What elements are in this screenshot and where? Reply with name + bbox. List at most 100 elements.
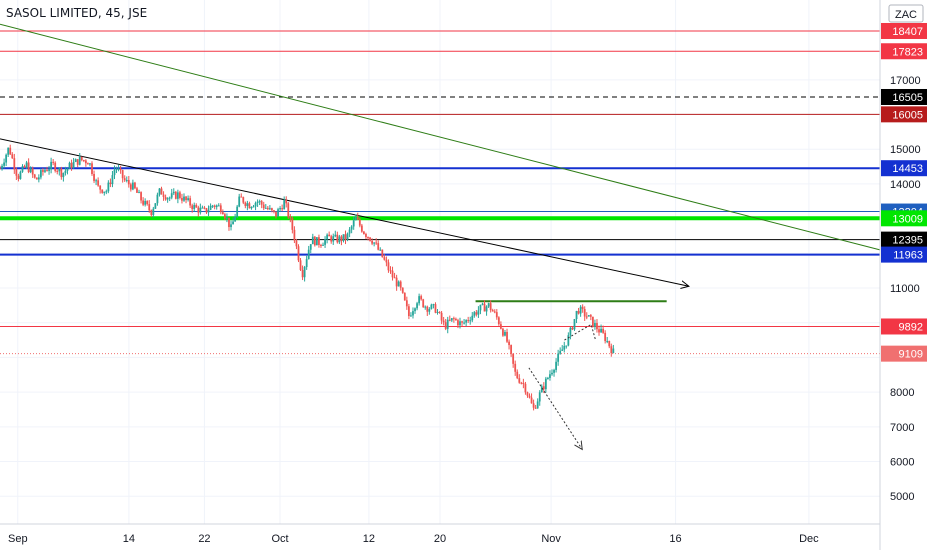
candle-body <box>91 163 93 175</box>
currency-badge <box>888 4 924 23</box>
candle-body <box>125 179 128 181</box>
candle-body <box>176 192 179 199</box>
candle-body <box>504 331 506 336</box>
candle-body <box>530 397 533 404</box>
candle-body <box>381 249 384 258</box>
candle-body <box>477 310 480 315</box>
candle-body <box>506 331 508 342</box>
candle-body <box>164 197 167 200</box>
candle-body <box>95 180 97 182</box>
candle-body <box>283 199 286 210</box>
candle-body <box>338 236 341 243</box>
candle-body <box>305 259 308 268</box>
candle-body <box>9 147 12 155</box>
time-axis: Sep 14 22 Oct 12 20 Nov 16 Dec <box>0 523 880 545</box>
candle-body <box>111 175 114 185</box>
candle-body <box>301 269 304 278</box>
candle-body <box>277 209 279 217</box>
candle-body <box>62 172 65 178</box>
candle-body <box>510 345 513 354</box>
candle-body <box>536 401 539 409</box>
candle-body <box>134 182 136 189</box>
candle-body <box>131 182 134 190</box>
candle-body <box>127 179 130 185</box>
candle-body <box>579 306 582 314</box>
candle-body <box>48 169 50 171</box>
candle-body <box>142 200 145 205</box>
candle-body <box>340 236 343 241</box>
candle-body <box>553 369 555 373</box>
candle-body <box>287 203 290 218</box>
candle-body <box>426 306 429 312</box>
candle-body <box>185 196 187 201</box>
candle-body <box>320 244 322 246</box>
candle-body <box>211 205 214 207</box>
x-tick-label: Sep <box>8 533 28 545</box>
candle-body <box>354 217 357 221</box>
candle-body <box>140 192 142 201</box>
candle-body <box>471 315 474 321</box>
candle-body <box>483 303 486 312</box>
price-label-9892 <box>881 318 927 335</box>
y-tick-label: 11000 <box>890 283 920 295</box>
candle-body <box>189 198 192 206</box>
candle-body <box>561 349 564 351</box>
candle-body <box>604 332 607 342</box>
candle-body <box>448 319 451 321</box>
candle-body <box>489 303 492 311</box>
candle-body <box>450 318 453 321</box>
candle-body <box>78 156 81 165</box>
candle-body <box>256 201 259 203</box>
candle-body <box>72 161 75 168</box>
candle-body <box>520 382 523 384</box>
candle-body <box>42 170 44 172</box>
x-tick-label: 22 <box>198 533 210 545</box>
candle-body <box>401 287 404 293</box>
candle-body <box>612 348 615 354</box>
candle-body <box>487 303 490 307</box>
candle-body <box>25 162 28 168</box>
candle-body <box>383 257 386 260</box>
price-label-text: 17823 <box>892 46 923 58</box>
candle-body <box>37 177 40 180</box>
candle-body <box>479 304 482 311</box>
candle-body <box>463 322 465 324</box>
candle-body <box>64 170 67 173</box>
candle-body <box>70 162 73 168</box>
candle-body <box>610 346 613 354</box>
y-tick-label: 8000 <box>890 387 914 399</box>
candle-body <box>236 206 239 217</box>
candle-body <box>299 260 302 270</box>
candle-body <box>420 296 423 300</box>
candle-body <box>422 299 425 308</box>
candle-body <box>547 377 549 379</box>
candle-body <box>311 236 314 245</box>
candle-body <box>551 372 553 375</box>
candle-body <box>465 320 468 323</box>
candle-body <box>455 318 457 321</box>
candle-body <box>39 170 42 178</box>
candle-body <box>373 242 376 244</box>
candle-body <box>594 323 596 327</box>
candle-body <box>424 306 427 308</box>
candle-body <box>146 201 149 205</box>
candle-body <box>238 196 241 207</box>
candle-body <box>309 244 312 250</box>
y-tick-label: 17000 <box>890 75 921 87</box>
price-label-text: 12395 <box>892 235 923 247</box>
candle-body <box>540 386 543 393</box>
projection-lines <box>528 323 597 449</box>
candle-body <box>19 171 22 179</box>
candle-body <box>148 204 151 211</box>
candle-body <box>291 218 294 230</box>
price-label-text: 14453 <box>892 163 923 175</box>
candle-body <box>585 316 588 318</box>
candle-body <box>60 168 63 178</box>
candle-body <box>324 239 326 245</box>
candle-body <box>170 193 173 198</box>
candle-body <box>107 182 110 192</box>
candle-body <box>121 170 124 179</box>
candle-body <box>375 242 378 244</box>
